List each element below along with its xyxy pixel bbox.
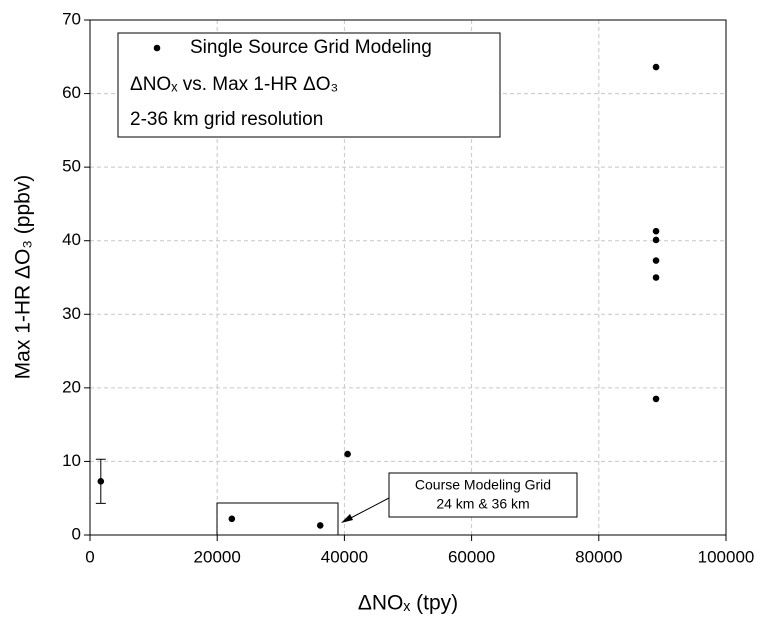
y-tick-label: 70 [62, 9, 81, 28]
x-tick-label: 40000 [321, 547, 368, 566]
annotation-text: Course Modeling Grid [415, 477, 551, 493]
x-tick-label: 60000 [448, 547, 495, 566]
y-axis-label: Max 1-HR ΔO₃ (ppbv) [12, 175, 35, 380]
y-tick-label: 20 [62, 377, 81, 396]
y-tick-label: 10 [62, 451, 81, 470]
arrow-head [341, 514, 353, 523]
point [316, 522, 324, 529]
y-tick-label: 60 [62, 83, 81, 102]
point [652, 227, 660, 235]
x-tick-label: 20000 [194, 547, 241, 566]
y-tick-label: 40 [62, 230, 81, 249]
plot-frame [89, 19, 727, 536]
point [652, 395, 660, 403]
y-tick-label: 30 [62, 304, 81, 323]
legend-label: Single Source Grid Modeling [190, 37, 432, 58]
x-tick-label: 0 [85, 547, 94, 566]
point [97, 477, 105, 485]
y-tick-label: 50 [62, 157, 81, 176]
annotation-arrow [344, 497, 390, 522]
highlight-box [216, 502, 339, 536]
annotation-box [388, 472, 578, 518]
x-tick-label: 80000 [575, 547, 622, 566]
y-tick-label: 0 [72, 524, 81, 543]
point [652, 274, 660, 281]
point [652, 236, 660, 244]
point [652, 63, 660, 71]
x-axis-label: ΔNOₓ (tpy) [358, 592, 458, 615]
legend-text: 2-36 km grid resolution [130, 109, 323, 130]
point [652, 257, 660, 264]
point [344, 450, 351, 458]
legend-box [117, 32, 501, 138]
annotation-text: 24 km & 36 km [436, 496, 529, 512]
legend-marker [153, 44, 161, 52]
x-tick-label: 100000 [698, 547, 755, 566]
legend-text: ΔNOₓ vs. Max 1-HR ΔO₃ [130, 74, 338, 95]
point [228, 515, 236, 523]
